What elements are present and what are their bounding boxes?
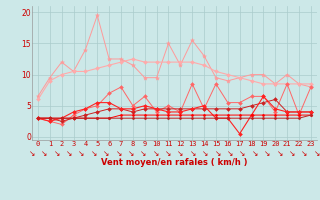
Text: ↘: ↘ [165, 150, 172, 159]
Text: ↘: ↘ [289, 150, 295, 159]
Text: ↘: ↘ [103, 150, 109, 159]
Text: ↘: ↘ [190, 150, 196, 159]
Text: ↘: ↘ [177, 150, 184, 159]
Text: ↘: ↘ [264, 150, 270, 159]
Text: ↘: ↘ [239, 150, 246, 159]
Text: ↘: ↘ [140, 150, 147, 159]
Text: ↘: ↘ [153, 150, 159, 159]
Text: ↘: ↘ [116, 150, 122, 159]
X-axis label: Vent moyen/en rafales ( km/h ): Vent moyen/en rafales ( km/h ) [101, 158, 248, 167]
Text: ↘: ↘ [29, 150, 35, 159]
Text: ↘: ↘ [227, 150, 233, 159]
Text: ↘: ↘ [128, 150, 134, 159]
Text: ↘: ↘ [53, 150, 60, 159]
Text: ↘: ↘ [276, 150, 283, 159]
Text: ↘: ↘ [314, 150, 320, 159]
Text: ↘: ↘ [202, 150, 209, 159]
Text: ↘: ↘ [252, 150, 258, 159]
Text: ↘: ↘ [214, 150, 221, 159]
Text: ↘: ↘ [66, 150, 72, 159]
Text: ↘: ↘ [301, 150, 308, 159]
Text: ↘: ↘ [91, 150, 97, 159]
Text: ↘: ↘ [78, 150, 85, 159]
Text: ↘: ↘ [41, 150, 48, 159]
